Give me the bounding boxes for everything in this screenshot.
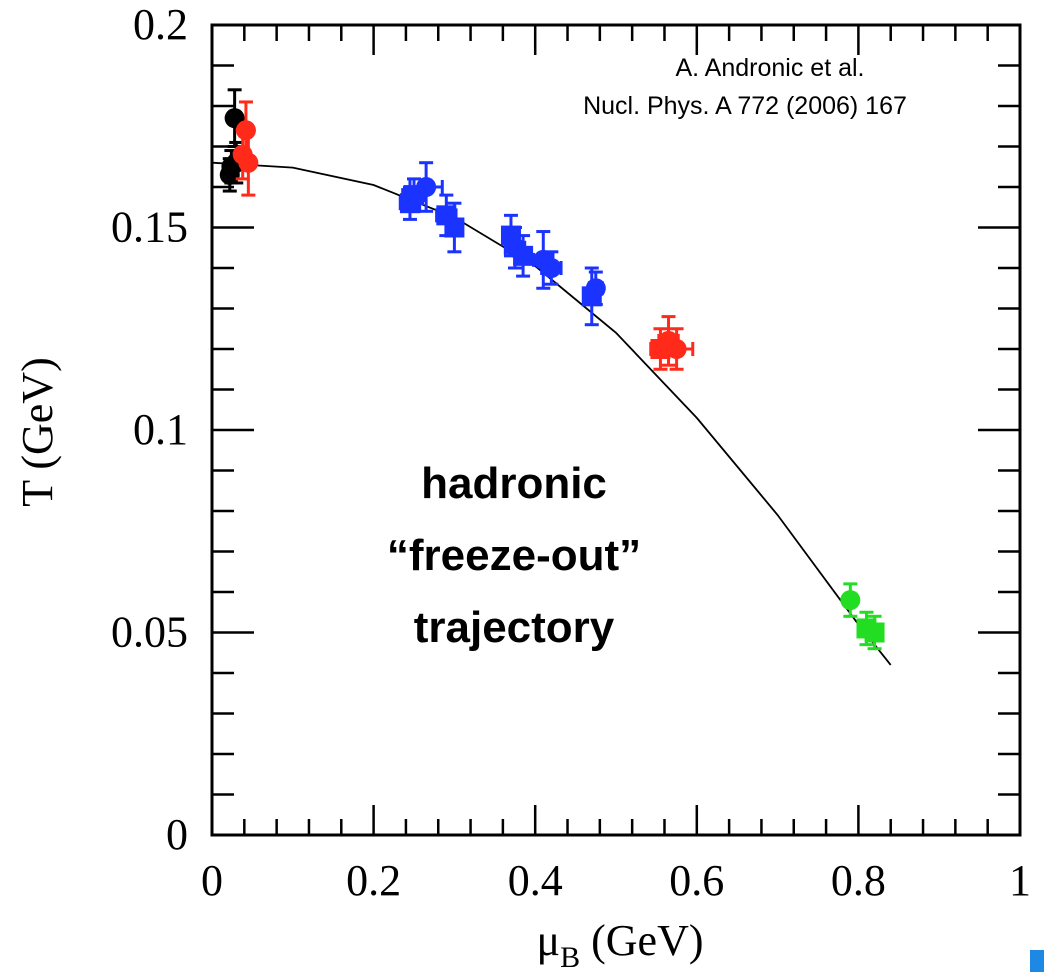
x-tick-label: 0.8	[831, 856, 886, 905]
x-axis-title-unit: (GeV)	[580, 916, 703, 965]
plot-frame	[210, 23, 1022, 837]
circle-marker	[666, 339, 687, 359]
x-tick-label: 0.4	[508, 856, 563, 905]
data-point	[864, 614, 885, 651]
data-point	[585, 270, 606, 306]
square-marker	[513, 245, 534, 266]
x-axis-title-symbol: μ	[537, 916, 561, 965]
y-tick-label: 0	[166, 810, 188, 859]
data-point	[408, 161, 444, 213]
x-tick-labels: 0 0.2 0.4 0.6 0.8 1	[201, 856, 1031, 905]
y-tick-label: 0.2	[133, 0, 188, 49]
y-tick-labels: 0 0.05 0.1 0.15 0.2	[111, 0, 188, 859]
overlay-label-line-1: hadronic	[421, 459, 607, 508]
reference-line-1: A. Andronic et al.	[675, 54, 864, 82]
circle-marker	[840, 590, 861, 611]
data-point	[658, 327, 695, 371]
square-marker	[444, 217, 465, 238]
y-tick-label: 0.1	[133, 405, 188, 454]
x-tick-label: 1	[1009, 856, 1031, 905]
circle-marker	[585, 278, 606, 299]
y-tick-label: 0.05	[111, 608, 188, 657]
data-points	[219, 88, 885, 651]
data-point	[238, 128, 259, 197]
x-tick-label: 0.2	[346, 856, 401, 905]
x-axis-title-subscript: B	[560, 941, 580, 972]
freeze-out-fit-curve	[211, 161, 892, 666]
circle-marker	[416, 177, 437, 197]
corner-decoration	[1030, 950, 1044, 972]
data-point	[444, 201, 465, 254]
y-axis-title: T (GeV)	[13, 357, 62, 506]
data-point	[540, 250, 563, 286]
data-point	[513, 234, 534, 278]
overlay-label-line-2: “freeze-out”	[387, 531, 641, 580]
square-marker	[864, 622, 885, 643]
tick-marks	[210, 23, 1022, 837]
circle-marker	[238, 152, 259, 173]
data-point	[840, 582, 861, 618]
circle-marker	[541, 258, 562, 278]
x-tick-label: 0	[201, 856, 223, 905]
overlay-label-line-3: trajectory	[414, 603, 615, 652]
x-axis-title: μB (GeV)	[537, 916, 704, 972]
y-tick-label: 0.15	[111, 203, 188, 252]
x-tick-label: 0.6	[669, 856, 724, 905]
reference-line-2: Nucl. Phys. A 772 (2006) 167	[583, 92, 907, 120]
